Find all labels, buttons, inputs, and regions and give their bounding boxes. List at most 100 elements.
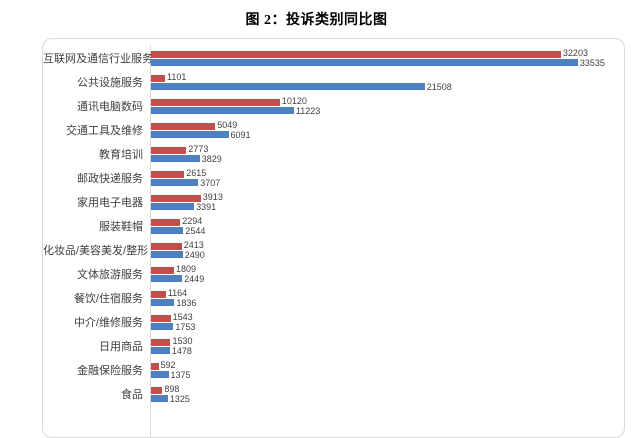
bar-line: 5049 bbox=[151, 120, 622, 130]
red-series-bar bbox=[151, 194, 201, 202]
bar-group: 592 1375 bbox=[151, 359, 622, 380]
blue-series-bar bbox=[151, 274, 183, 282]
bar-group: 10120 11223 bbox=[151, 95, 622, 116]
red-series-value-label: 592 bbox=[160, 359, 176, 370]
red-series-bar bbox=[151, 146, 187, 154]
chart-row: 日用商品 1530 1478 bbox=[43, 334, 622, 358]
chart-plot-area: 互联网及通信行业服务 32203 33535 公共设施服务 1101 21508 通讯电脑数… bbox=[42, 38, 625, 438]
bar-line: 2294 bbox=[151, 216, 622, 226]
category-axis-line bbox=[150, 45, 151, 437]
category-label: 餐饮/住宿服务 bbox=[73, 293, 143, 305]
red-series-value-label: 1530 bbox=[172, 335, 193, 346]
page-title: 图 2：投诉类别同比图 bbox=[245, 13, 388, 28]
bar-group: 1101 21508 bbox=[151, 71, 622, 92]
bar-line: 1753 bbox=[151, 322, 622, 332]
bar-line: 3707 bbox=[151, 178, 622, 188]
red-series-bar bbox=[151, 50, 561, 58]
chart-rows: 互联网及通信行业服务 32203 33535 公共设施服务 1101 21508 通讯电脑数… bbox=[43, 46, 622, 406]
bar-line: 6091 bbox=[151, 130, 622, 140]
blue-series-value-label: 33535 bbox=[579, 58, 605, 68]
blue-series-bar bbox=[151, 202, 195, 210]
red-series-bar bbox=[151, 170, 185, 178]
bar-line: 2544 bbox=[151, 226, 622, 236]
bar-line: 1375 bbox=[151, 370, 622, 380]
red-series-value-label: 1101 bbox=[167, 71, 187, 82]
bar-line: 2413 bbox=[151, 240, 622, 250]
blue-series-bar bbox=[151, 322, 174, 330]
blue-series-value-label: 1375 bbox=[170, 370, 191, 380]
bar-line: 2449 bbox=[151, 274, 622, 284]
red-series-bar bbox=[151, 98, 280, 106]
category-label: 家用电子电器 bbox=[77, 197, 143, 209]
bar-line: 1809 bbox=[151, 263, 622, 274]
category-label: 化妆品/美容美发/整形 bbox=[43, 245, 149, 257]
bar-group: 898 1325 bbox=[151, 384, 622, 404]
red-series-value-label: 1164 bbox=[167, 287, 188, 298]
bar-line: 10120 bbox=[151, 95, 622, 106]
blue-series-bar bbox=[151, 370, 169, 378]
chart-row: 化妆品/美容美发/整形 2413 2490 bbox=[43, 238, 622, 262]
bar-group: 2773 3829 bbox=[151, 144, 622, 164]
category-label: 日用商品 bbox=[99, 341, 143, 353]
red-series-value-label: 2615 bbox=[186, 167, 207, 178]
red-series-bar bbox=[151, 290, 166, 298]
blue-series-value-label: 21508 bbox=[426, 82, 452, 92]
blue-series-value-label: 1325 bbox=[169, 394, 190, 404]
chart-row: 教育培训 2773 3829 bbox=[43, 142, 622, 166]
blue-series-bar bbox=[151, 178, 199, 186]
blue-series-value-label: 2544 bbox=[185, 226, 206, 236]
red-series-value-label: 1543 bbox=[172, 311, 193, 322]
bar-group: 5049 6091 bbox=[151, 120, 622, 140]
category-label: 文体旅游服务 bbox=[77, 269, 143, 281]
bar-group: 1809 2449 bbox=[151, 263, 622, 284]
category-label: 教育培训 bbox=[99, 149, 143, 161]
bar-line: 33535 bbox=[151, 58, 622, 68]
blue-series-bar bbox=[151, 394, 168, 402]
red-series-value-label: 32203 bbox=[562, 47, 588, 58]
chart-row: 邮政快递服务 2615 3707 bbox=[43, 166, 622, 190]
red-series-bar bbox=[151, 122, 216, 130]
blue-series-value-label: 1478 bbox=[171, 346, 192, 356]
category-label: 服装鞋帽 bbox=[99, 221, 143, 233]
blue-series-value-label: 3707 bbox=[200, 178, 221, 188]
chart-row: 服装鞋帽 2294 2544 bbox=[43, 214, 622, 238]
chart-row: 金融保险服务 592 1375 bbox=[43, 358, 622, 382]
chart-row: 餐饮/住宿服务 1164 1836 bbox=[43, 286, 622, 310]
red-series-value-label: 10120 bbox=[281, 95, 307, 106]
bar-group: 1164 1836 bbox=[151, 287, 622, 308]
chart-row: 中介/维修服务 1543 1753 bbox=[43, 310, 622, 334]
chart-row: 交通工具及维修 5049 6091 bbox=[43, 118, 622, 142]
blue-series-value-label: 2490 bbox=[184, 250, 205, 260]
blue-series-bar bbox=[151, 346, 170, 354]
bar-group: 2413 2490 bbox=[151, 240, 622, 260]
blue-series-value-label: 1753 bbox=[175, 322, 196, 332]
chart-row: 文体旅游服务 1809 2449 bbox=[43, 262, 622, 286]
blue-series-value-label: 3829 bbox=[201, 154, 222, 164]
blue-series-value-label: 11223 bbox=[295, 106, 321, 116]
bar-line: 3829 bbox=[151, 154, 622, 164]
bar-line: 1543 bbox=[151, 311, 622, 322]
chart-row: 食品 898 1325 bbox=[43, 382, 622, 406]
bar-line: 3391 bbox=[151, 202, 622, 212]
blue-series-bar bbox=[151, 154, 200, 162]
category-label: 金融保险服务 bbox=[77, 365, 143, 377]
red-series-bar bbox=[151, 362, 159, 370]
bar-line: 11223 bbox=[151, 106, 622, 116]
bar-line: 1478 bbox=[151, 346, 622, 356]
category-label: 互联网及通信行业服务 bbox=[43, 53, 153, 65]
category-label: 食品 bbox=[121, 389, 143, 401]
category-label: 公共设施服务 bbox=[77, 77, 143, 89]
blue-series-value-label: 3391 bbox=[196, 202, 217, 212]
red-series-bar bbox=[151, 266, 175, 274]
category-label: 邮政快递服务 bbox=[77, 173, 143, 185]
red-series-bar bbox=[151, 242, 182, 250]
bar-line: 2773 bbox=[151, 144, 622, 154]
bar-line: 32203 bbox=[151, 47, 622, 58]
blue-series-bar bbox=[151, 106, 294, 114]
blue-series-bar bbox=[151, 130, 229, 138]
bar-line: 1164 bbox=[151, 287, 622, 298]
bar-group: 2294 2544 bbox=[151, 216, 622, 236]
red-series-value-label: 1809 bbox=[176, 263, 197, 274]
bar-line: 2490 bbox=[151, 250, 622, 260]
red-series-bar bbox=[151, 74, 165, 82]
